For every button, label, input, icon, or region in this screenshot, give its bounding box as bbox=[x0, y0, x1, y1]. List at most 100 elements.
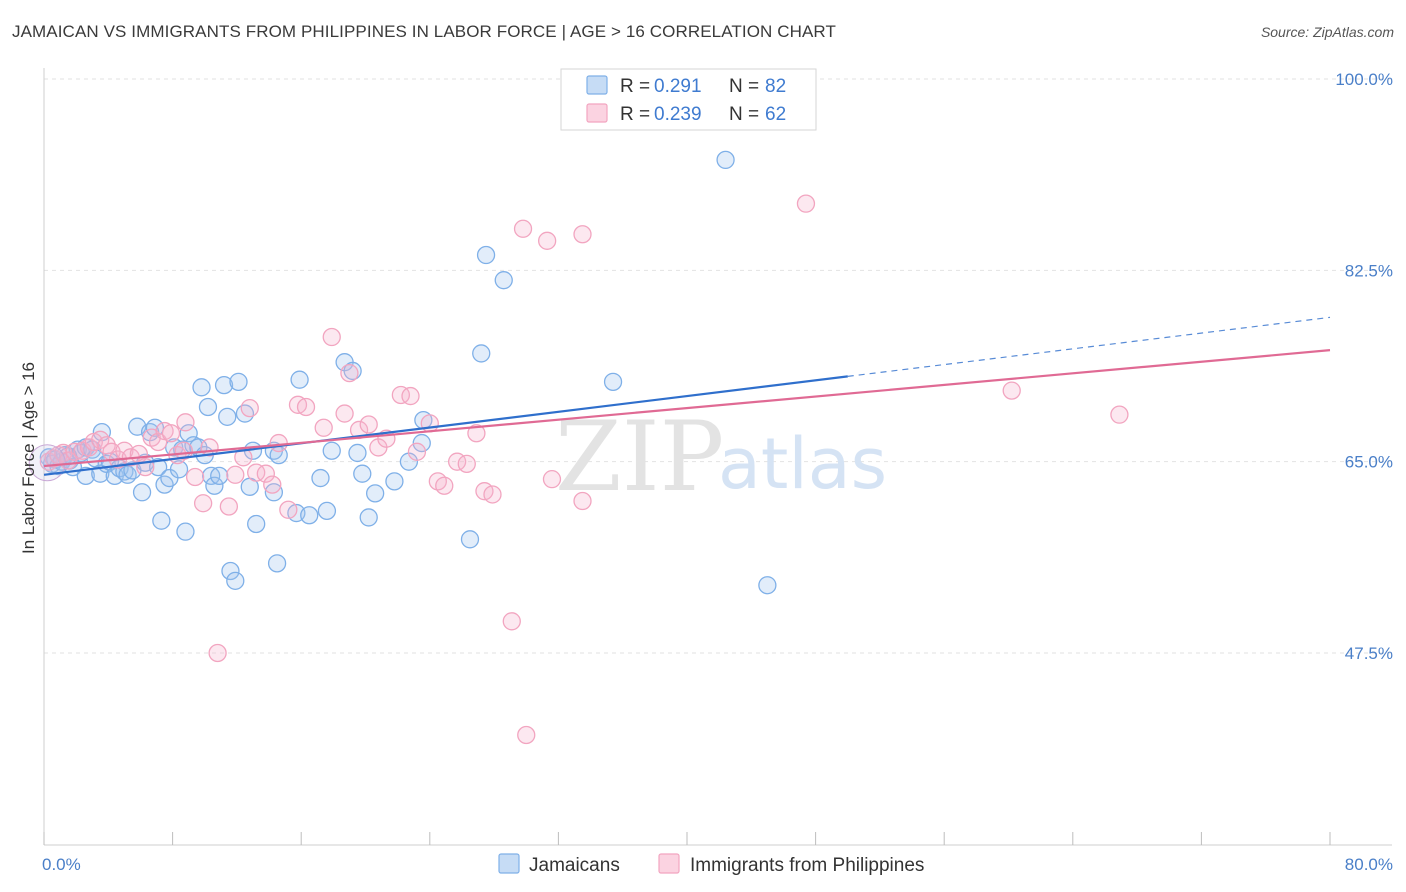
legend-r-label-jamaicans: R = bbox=[620, 76, 650, 97]
point-philippines bbox=[359, 415, 378, 434]
point-jamaicans bbox=[205, 476, 224, 495]
watermark-zip: ZIP bbox=[555, 401, 724, 513]
point-philippines bbox=[796, 194, 816, 213]
point-jamaicans bbox=[210, 466, 229, 486]
legend-n-value-philippines: 62 bbox=[765, 104, 786, 125]
point-philippines bbox=[269, 433, 288, 453]
point-jamaicans bbox=[218, 407, 237, 426]
point-philippines bbox=[185, 467, 205, 487]
legend-r-label-philippines: R = bbox=[620, 104, 650, 125]
point-philippines bbox=[219, 497, 239, 516]
legend-n-label-jamaicans: N = bbox=[729, 76, 759, 97]
point-philippines bbox=[502, 612, 521, 631]
x-tick-label: 0.0% bbox=[42, 855, 81, 874]
trend-line-jamaicans-extension bbox=[847, 316, 1331, 377]
point-philippines bbox=[1110, 405, 1129, 424]
point-philippines bbox=[401, 386, 420, 406]
point-jamaicans bbox=[226, 571, 245, 590]
point-jamaicans bbox=[317, 501, 337, 521]
x-tick-labels: 0.0% 80.0% bbox=[42, 855, 1393, 874]
point-jamaicans bbox=[758, 576, 777, 595]
point-philippines bbox=[296, 397, 316, 417]
y-tick-label: 82.5% bbox=[1345, 261, 1393, 280]
point-jamaicans bbox=[169, 460, 189, 479]
series-jamaicans-points bbox=[39, 150, 777, 595]
point-philippines bbox=[467, 424, 486, 443]
point-jamaicans bbox=[460, 530, 480, 549]
point-philippines bbox=[340, 363, 359, 383]
point-philippines bbox=[573, 225, 592, 244]
chart-title: JAMAICAN VS IMMIGRANTS FROM PHILIPPINES … bbox=[12, 22, 836, 41]
point-jamaicans bbox=[476, 245, 496, 265]
point-jamaicans bbox=[348, 443, 367, 463]
point-jamaicans bbox=[214, 375, 234, 395]
y-tick-labels: 47.5% 65.0% 82.5% 100.0% bbox=[1335, 70, 1393, 663]
point-jamaicans bbox=[148, 457, 168, 477]
point-philippines bbox=[176, 413, 195, 432]
legend-bottom: Jamaicans Immigrants from Philippines bbox=[498, 853, 924, 876]
point-jamaicans bbox=[247, 514, 266, 534]
point-jamaicans bbox=[603, 372, 623, 392]
point-philippines bbox=[1002, 381, 1021, 400]
source-label: Source: ZipAtlas.com bbox=[1260, 24, 1394, 40]
point-jamaicans bbox=[385, 472, 404, 491]
legend-top: R = 0.291 N = 82 R = 0.239 N = 62 bbox=[560, 68, 817, 131]
point-jamaicans bbox=[152, 511, 171, 530]
point-jamaicans bbox=[322, 441, 341, 460]
point-jamaicans bbox=[145, 418, 165, 437]
point-jamaicans bbox=[343, 361, 362, 381]
point-philippines bbox=[148, 432, 168, 452]
series-philippines-points bbox=[28, 194, 1129, 745]
legend-n-value-jamaicans: 82 bbox=[765, 76, 786, 97]
point-jamaicans bbox=[76, 466, 95, 486]
point-philippines bbox=[335, 404, 354, 423]
point-jamaicans bbox=[264, 483, 284, 502]
y-tick-label: 47.5% bbox=[1345, 644, 1393, 663]
point-jamaicans bbox=[359, 508, 378, 527]
point-philippines bbox=[573, 491, 592, 511]
point-philippines bbox=[226, 465, 245, 484]
point-jamaicans bbox=[132, 483, 152, 502]
point-philippines bbox=[407, 442, 427, 461]
point-jamaicans bbox=[353, 464, 372, 483]
bottom-legend-swatch-philippines bbox=[658, 853, 680, 874]
point-philippines bbox=[391, 385, 411, 405]
bottom-legend-label-philippines: Immigrants from Philippines bbox=[690, 855, 924, 876]
point-jamaicans bbox=[365, 484, 385, 503]
point-philippines bbox=[483, 485, 502, 504]
point-philippines bbox=[193, 494, 213, 513]
point-jamaicans bbox=[267, 554, 287, 573]
y-axis-label: In Labor Force | Age > 16 bbox=[19, 362, 38, 554]
bottom-legend-swatch-jamaicans bbox=[498, 853, 520, 874]
point-jamaicans bbox=[494, 271, 513, 290]
point-philippines bbox=[256, 464, 275, 483]
point-jamaicans bbox=[192, 378, 211, 397]
legend-r-value-philippines: 0.239 bbox=[654, 104, 702, 125]
point-jamaicans bbox=[176, 522, 195, 541]
point-jamaicans bbox=[235, 404, 255, 423]
legend-swatch-philippines bbox=[586, 103, 608, 123]
point-jamaicans bbox=[179, 424, 198, 443]
point-philippines bbox=[322, 327, 341, 347]
x-tick-label: 80.0% bbox=[1345, 855, 1393, 874]
point-philippines bbox=[247, 463, 266, 482]
point-jamaicans bbox=[290, 370, 309, 389]
point-philippines bbox=[240, 398, 259, 418]
point-philippines bbox=[208, 643, 227, 663]
legend-n-label-philippines: N = bbox=[729, 104, 759, 125]
watermark: ZIP atlas bbox=[555, 401, 887, 513]
point-jamaicans bbox=[300, 506, 319, 525]
point-philippines bbox=[457, 454, 476, 474]
legend-r-value-jamaicans: 0.291 bbox=[654, 76, 702, 97]
point-jamaicans bbox=[221, 561, 240, 581]
y-tick-label: 100.0% bbox=[1335, 70, 1393, 89]
point-philippines bbox=[279, 500, 298, 519]
point-jamaicans bbox=[198, 397, 218, 417]
point-philippines bbox=[314, 418, 333, 437]
point-jamaicans bbox=[311, 468, 330, 488]
axes bbox=[43, 68, 1392, 846]
point-jamaicans bbox=[229, 372, 248, 392]
point-jamaicans bbox=[472, 344, 491, 363]
point-philippines bbox=[517, 725, 536, 745]
